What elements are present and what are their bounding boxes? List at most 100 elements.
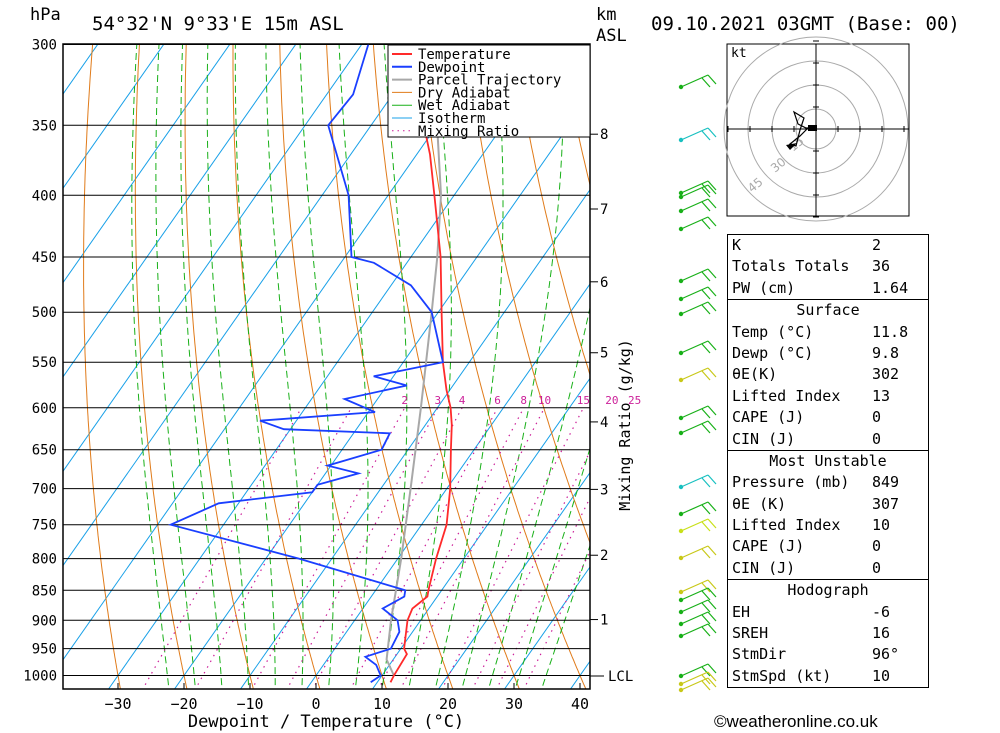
height-tick-label: 5 [600,346,608,362]
stat-value: 849 [872,473,900,492]
wind-barb [678,623,717,639]
pressure-tick-label: 800 [32,552,57,568]
stat-row: StmDir 96° [728,644,928,665]
stat-row: StmSpd (kt) 10 [728,666,928,687]
pressure-tick-labels: 300 350 400 450 500 550 600 650 700 750 800 850 900 9… [23,38,57,685]
pressure-tick-label: 950 [32,642,57,658]
mixing-ratio-line [496,496,590,689]
isotherm-line [239,188,590,689]
pressure-tick-label: 850 [32,583,57,599]
height-tick-label: 1 [600,613,608,629]
dry-adiabat-line [326,44,454,689]
stat-row: CAPE (J) 0 [728,407,928,428]
isotherm-line [503,566,590,689]
wind-barb [678,474,717,490]
wind-barb [678,286,717,302]
stats-table: K 2 Totals Totals 36 PW (cm) 1.64 Surface Tem… [727,234,929,689]
legend-label: Mixing Ratio [418,124,519,140]
mixing-ratio-label: 20 [605,394,618,407]
stat-row: CIN (J) 0 [728,429,928,450]
wind-barb [678,611,717,627]
legend-label: Wet Adiabat [418,98,511,114]
stat-value: 10 [872,666,891,685]
x-tick-label: 30 [505,695,523,713]
stat-row: θE (K) 307 [728,494,928,515]
surface-section: Surface Temp (°C) 11.8 Dewp (°C) 9.8 θE(K) 30… [728,299,928,450]
stat-value: 13 [872,386,891,405]
wind-barb [678,127,717,143]
stat-label: K [732,236,742,254]
wind-barb [678,180,717,196]
wind-barb [678,301,717,317]
mixing-ratio-label: 10 [538,394,551,407]
stat-value: 307 [872,494,900,513]
stat-label: StmDir [732,645,787,664]
mixing-ratio-line [399,407,546,689]
dry-adiabat-line [279,44,387,689]
x-tick-label: 40 [571,695,589,713]
pressure-tick-label: 600 [32,401,57,417]
height-tick-label: 6 [600,275,608,291]
pressure-tick-label: 300 [32,38,57,54]
wind-barbs [678,74,717,693]
wind-barb [678,545,717,561]
pressure-tick-label: 1000 [23,669,57,685]
height-tick-label: 7 [600,202,608,218]
wind-barb [678,367,717,383]
legend-label: Dry Adiabat [418,85,511,101]
wet-adiabat-line [299,44,335,689]
wind-barb [678,663,717,679]
stat-label: CAPE (J) [732,408,805,427]
legend-label: Dewpoint [418,60,485,76]
pressure-tick-label: 450 [32,250,57,266]
legend-box [387,44,591,138]
x-tick-label: −30 [104,695,131,713]
hodograph-unit: kt [731,46,747,61]
stat-value: 9.8 [872,343,900,362]
stat-label: EH [732,602,751,621]
dry-adiabat-line [466,44,590,545]
stat-row: CAPE (J) 0 [728,536,928,557]
stat-label: Lifted Index [732,386,841,405]
hodograph-title: Hodograph [787,581,869,600]
isotherm-line [63,44,297,378]
stat-value: 11.8 [872,322,909,341]
wet-adiabat-line [461,44,565,689]
wind-barb [678,340,717,356]
isotherm-line [63,44,231,284]
wind-barb [678,677,717,693]
stat-label: θE (K) [732,494,787,513]
mixing-ratio-line [377,407,525,689]
mixing-ratio-label: 3 [434,394,441,407]
wind-barb [678,405,717,421]
isotherm-line [437,471,590,689]
stat-label: Totals Totals [732,257,850,276]
profile-lines [168,44,453,684]
wet-adiabat-line [180,44,223,689]
stat-value: 0 [872,429,882,448]
wind-barb [678,216,717,232]
location-title: 54°32'N 9°33'E 15m ASL [92,13,344,35]
stat-row: Dewp (°C) 9.8 [728,343,928,364]
x-tick-label: 0 [311,695,320,713]
temperature-tick-labels: −30 −20 −10 0 10 20 30 40 [104,683,589,713]
isotherm-line [63,44,495,661]
wind-barb [678,268,717,284]
stat-row: EH -6 [728,602,928,623]
plot-frame [62,43,591,690]
pressure-tick-label: 700 [32,482,57,498]
stat-value: 2 [872,236,882,254]
stat-label: Dewp (°C) [732,343,814,362]
wet-adiabat-line [434,44,504,689]
wet-adiabat-line [265,44,304,689]
wet-adiabat-line [206,44,250,689]
pressure-tick-label: 500 [32,305,57,321]
wet-adiabat-line [487,305,590,689]
stat-value: 0 [872,408,882,427]
wet-adiabat-line [514,446,590,689]
wind-barb [678,579,717,595]
dry-adiabat-line [928,27,1000,696]
pressure-tick-label: 650 [32,443,57,459]
